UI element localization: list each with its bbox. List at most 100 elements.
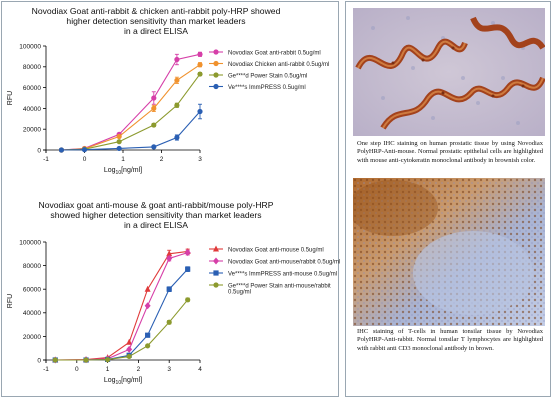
chart-1-y-tick-label: 40000 [23, 106, 41, 113]
chart-1-y-axis-label: RFU [7, 91, 14, 105]
chart-1-legend-label: Ve****s ImmPRESS 0.5ug/ml [228, 85, 306, 91]
charts-panel [1, 1, 339, 397]
chart-1-series-2 [58, 62, 203, 153]
chart-2-series-4-point [126, 353, 132, 360]
chart-1-title-line-3: in a direct ELISA [123, 26, 188, 36]
chart-1-x-tick-label: 1 [121, 156, 125, 163]
chart-1-series-4-point [81, 147, 88, 153]
chart-1-series-4 [58, 103, 203, 153]
prostate-ihc-image [353, 8, 545, 136]
chart-2-legend-swatch-marker [213, 245, 219, 252]
chart-1-legend-swatch-marker [213, 72, 219, 78]
chart-2-series-3-line [55, 268, 189, 361]
chart-2-x-tick-label: 3 [167, 366, 171, 373]
chart-2-x-tick-label: 0 [75, 366, 79, 373]
chart-2-series-3-point [185, 266, 191, 272]
chart-1-x-axis-label-main: Log [104, 167, 116, 174]
chart-2-series-4-point [83, 357, 89, 363]
chart-2-series-3-point [166, 286, 172, 292]
chart-2-x-axis-label-main: Log [104, 377, 116, 384]
chart-2-x-axis-label-tail: [ng/ml] [121, 377, 142, 384]
chart-1-legend-label: Novodiax Chicken anti-rabbit 0.5ug/ml [228, 62, 329, 68]
tonsil-ihc-image [353, 178, 545, 326]
chart-2-series-4-line [55, 299, 189, 361]
chart-2-y-tick-label: 20000 [23, 334, 41, 341]
chart-1-y-tick-label: 100000 [19, 43, 41, 50]
chart-1-series-2-point [116, 133, 122, 140]
chart-2-series-1-point [144, 285, 151, 292]
chart-2-y-tick-label: 80000 [23, 263, 41, 270]
chart-1-legend-item-2: Novodiax Chicken anti-rabbit 0.5ug/ml [209, 60, 329, 68]
prostate-ihc-caption: One step IHC staining on human prostatic… [357, 140, 543, 164]
chart-1-series-1-point [151, 95, 157, 101]
chart-1-x-tick-label: 0 [83, 156, 87, 163]
chart-2-legend-label: Ge****d Power Stain anti-mouse/rabbit [228, 283, 331, 289]
chart-1-series-1-point [174, 56, 180, 63]
chart-2-legend-swatch-marker [213, 282, 219, 288]
chart-2-legend-label: Ve****s ImmPRESS anti-mouse 0.5ug/ml [228, 271, 337, 277]
chart-1-x-tick-label: 3 [198, 156, 202, 163]
chart-2-title-line-3: in a direct ELISA [123, 220, 188, 230]
chart-1-series-4-point [197, 108, 203, 115]
chart-2-series-2-point [144, 302, 151, 310]
chart-1-legend-swatch-marker [213, 60, 219, 67]
chart-1-legend-swatch-marker [213, 49, 219, 55]
chart-2-series-2 [52, 249, 191, 364]
chart-2-legend-item-3: Ve****s ImmPRESS anti-mouse 0.5ug/ml [209, 270, 337, 277]
chart-1-series-4-point [174, 134, 180, 141]
chart-2-series-2-line [55, 252, 188, 361]
chart-2-series-2-point [184, 249, 191, 257]
chart-1-x-axis-label: Log10[ng/ml] [104, 167, 142, 176]
chart-1-y-tick-label: 80000 [23, 64, 41, 71]
chart-1-series-4-point [58, 147, 64, 153]
chart-2-series-1-point [126, 338, 133, 345]
chart-1-series-2-point [197, 62, 203, 68]
images-panel [345, 1, 551, 397]
chart-1-series-3-point [116, 139, 122, 145]
chart-2-series-4-point [145, 343, 151, 349]
chart-1-series-4-point [151, 144, 157, 150]
chart-1-legend-item-4: Ve****s ImmPRESS 0.5ug/ml [209, 83, 306, 91]
chart-2-x-tick-label: -1 [43, 366, 49, 373]
chart-2-title: Novodiax goat anti-mouse & goat anti-rab… [6, 200, 306, 230]
chart-2-y-tick-label: 100000 [19, 239, 41, 246]
chart-1-series-1 [58, 51, 203, 153]
chart-2-legend-label: Novodiax Goat anti-mouse/rabbit 0.5ug/ml [228, 259, 340, 265]
chart-1-legend-item-3: Ge****d Power Stain 0.5ug/ml [209, 72, 307, 79]
chart-2-x-tick-label: 2 [137, 366, 141, 373]
chart-2-y-tick-label: 40000 [23, 310, 41, 317]
chart-1-series-3-point [174, 102, 180, 108]
chart-2-legend-item-1: Novodiax Goat anti-mouse 0.5ug/ml [209, 245, 324, 253]
chart-2-x-axis-label-sub: 10 [116, 380, 122, 386]
chart-2-series-4-point [105, 357, 111, 363]
chart-1-legend-item-1: Novodiax Goat anti-rabbit 0.5ug/ml [209, 49, 321, 56]
chart-1-x-tick-label: 2 [160, 156, 164, 163]
chart-1-series-3-point [197, 71, 203, 77]
chart-2-title-line-1: Novodiax goat anti-mouse & goat anti-rab… [38, 200, 274, 210]
chart-1-y-tick-label: 20000 [23, 127, 41, 134]
chart-1-series-3 [58, 71, 203, 153]
chart-2-y-axis-label: RFU [7, 294, 14, 308]
chart-1-series-4-line [61, 111, 201, 151]
chart-1-x-axis-label-sub: 10 [116, 170, 122, 176]
chart-2-legend-item-2: Novodiax Goat anti-mouse/rabbit 0.5ug/ml [209, 257, 340, 265]
chart-2-series-4-point [185, 297, 191, 303]
chart-2-x-axis-label: Log10[ng/ml] [104, 377, 142, 386]
chart-2-series-2-point [126, 345, 133, 353]
chart-2-legend-label: Novodiax Goat anti-mouse 0.5ug/ml [228, 247, 324, 253]
chart-2-legend-swatch-marker [213, 257, 219, 265]
chart-1-legend-label: Novodiax Goat anti-rabbit 0.5ug/ml [228, 50, 321, 56]
chart-2-series-1-point [166, 250, 173, 257]
chart-1-series-1-point [197, 51, 203, 57]
chart-1-series-2-point [151, 105, 157, 111]
chart-1-x-tick-label: -1 [43, 156, 49, 163]
chart-2-x-tick-label: 4 [198, 366, 202, 373]
chart-2-series-4 [52, 297, 191, 363]
chart-1-series-4-point [116, 145, 122, 152]
chart-2-series-4-point [166, 319, 172, 325]
chart-1-y-tick-label: 60000 [23, 85, 41, 92]
chart-2-series-1-line [55, 250, 188, 361]
chart-1-series-2-point [174, 77, 180, 83]
